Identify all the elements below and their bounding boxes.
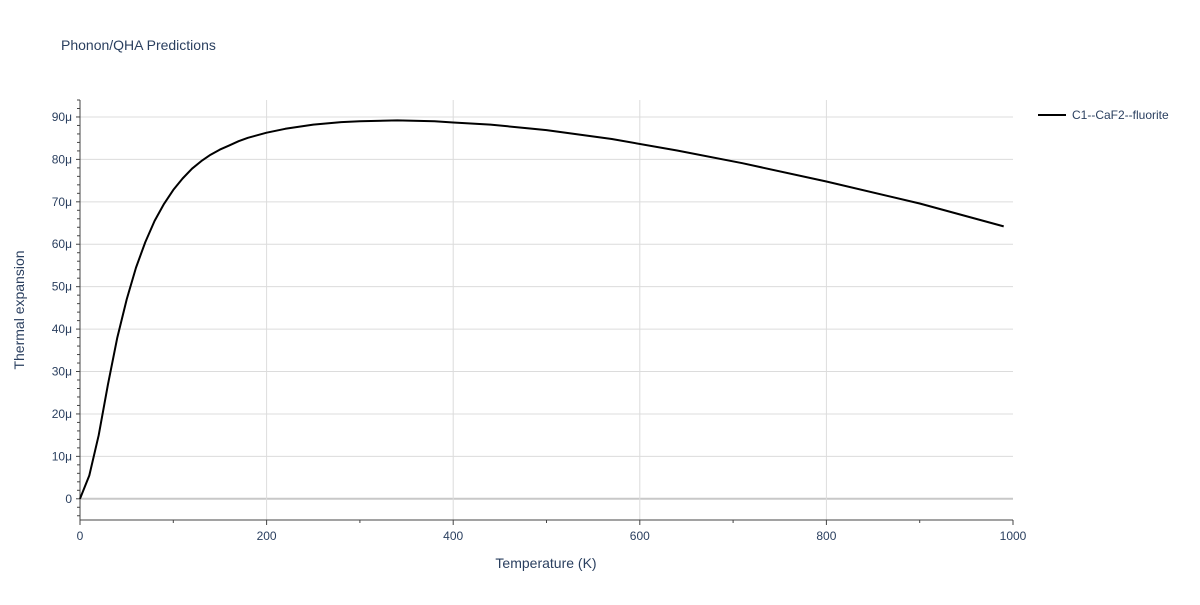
x-tick-label: 0: [77, 529, 84, 543]
axes-layer: 0 10μ 20μ 30μ 40μ 50μ 60μ 70μ 80μ 90μ 0 200 400 600 80…: [52, 99, 1027, 543]
y-tick-label: 50μ: [52, 280, 72, 294]
x-tick-label: 600: [630, 529, 650, 543]
legend[interactable]: C1--CaF2--fluorite: [1038, 108, 1169, 122]
series-layer: [79, 119, 1004, 500]
legend-label: C1--CaF2--fluorite: [1072, 108, 1169, 122]
grid-layer: [80, 100, 1013, 520]
y-tick-label: 20μ: [52, 407, 72, 421]
x-tick-label: 1000: [1000, 529, 1027, 543]
chart-title: Phonon/QHA Predictions: [61, 37, 216, 53]
y-tick-label: 0: [65, 492, 72, 506]
y-tick-label: 10μ: [52, 449, 72, 463]
y-axis-title: Thermal expansion: [11, 250, 27, 369]
x-tick-label: 200: [257, 529, 277, 543]
y-tick-label: 60μ: [52, 237, 72, 251]
y-tick-label: 40μ: [52, 322, 72, 336]
y-tick-label: 30μ: [52, 365, 72, 379]
x-tick-label: 400: [443, 529, 463, 543]
y-tick-label: 90μ: [52, 110, 72, 124]
x-tick-label: 800: [816, 529, 836, 543]
series-line-0[interactable]: [79, 119, 1004, 500]
legend-item[interactable]: C1--CaF2--fluorite: [1038, 108, 1169, 122]
y-tick-label: 80μ: [52, 152, 72, 166]
y-tick-label: 70μ: [52, 195, 72, 209]
x-axis-title: Temperature (K): [495, 555, 596, 571]
